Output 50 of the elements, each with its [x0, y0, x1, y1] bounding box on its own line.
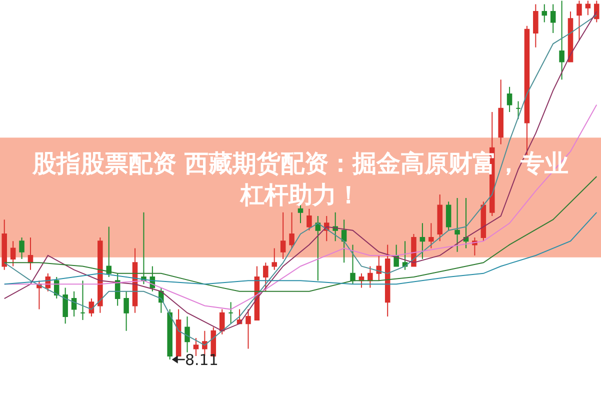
candlestick: [585, 0, 591, 16]
candlestick: [559, 0, 564, 80]
candlestick: [341, 219, 347, 264]
candlestick: [280, 212, 286, 260]
candlestick: [368, 266, 373, 288]
candlestick: [272, 248, 277, 270]
candlestick: [62, 287, 68, 324]
candlestick: [463, 198, 469, 249]
candlestick: [446, 201, 452, 231]
candlestick: [289, 212, 294, 249]
candlestick: [516, 100, 521, 120]
annotation: 8.11: [185, 351, 218, 369]
candlestick: [506, 86, 512, 112]
candlestick: [480, 201, 486, 242]
candlestick: [437, 194, 442, 242]
candlestick: [384, 244, 390, 317]
candlestick: [420, 222, 426, 260]
candlestick: [263, 262, 268, 292]
candlestick: [376, 254, 382, 282]
candlestick: [332, 212, 338, 242]
candlestick: [167, 308, 172, 360]
candlestick: [80, 280, 86, 321]
candlestick: [498, 79, 504, 145]
candlestick: [542, 4, 548, 23]
candlestick: [298, 204, 304, 224]
candlestick: [394, 244, 399, 267]
candlestick: [98, 237, 103, 314]
candlestick: [28, 237, 34, 270]
candlestick: [184, 316, 190, 353]
candlestick: [454, 198, 460, 252]
candlestick: [106, 226, 112, 278]
candlestick: [228, 302, 234, 324]
candlestick: [576, 0, 582, 41]
candlestick: [402, 240, 408, 270]
candlestick: [550, 4, 556, 34]
candlestick: [306, 208, 312, 231]
candlestick: [19, 237, 24, 260]
candlestick: [124, 290, 129, 332]
candlestick: [246, 308, 251, 350]
candlestick: [594, 0, 600, 23]
candlestick: [88, 298, 94, 317]
candlestick: [71, 290, 77, 317]
candlestick: [176, 308, 182, 356]
candlestick: [2, 219, 7, 270]
candlestick: [141, 212, 146, 285]
candlestick: [10, 240, 16, 267]
candlestick: [428, 222, 434, 249]
candlestick: [350, 244, 356, 285]
candlestick: [315, 216, 321, 282]
candlestick: [533, 4, 538, 48]
